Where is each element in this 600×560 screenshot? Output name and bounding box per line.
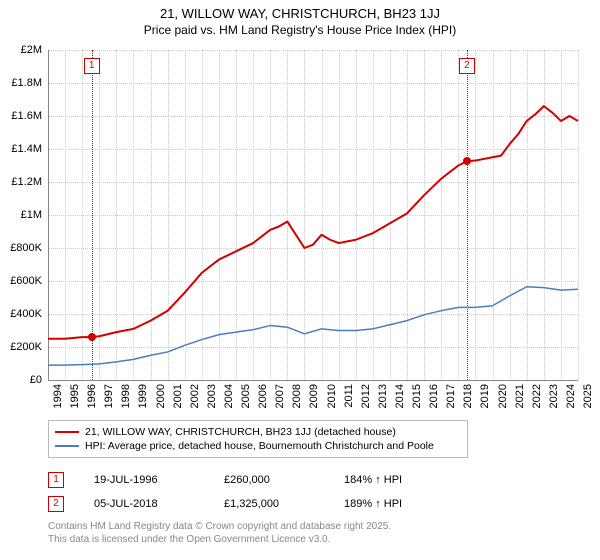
x-tick-label: 2023	[548, 384, 560, 408]
x-tick-label: 2000	[155, 384, 167, 408]
chart-area: 12 £0£200K£400K£600K£800K£1M£1.2M£1.4M£1…	[48, 50, 578, 380]
license-line1: Contains HM Land Registry data © Crown c…	[48, 520, 391, 533]
y-tick-label: £200K	[2, 341, 42, 353]
y-tick-label: £1.6M	[2, 110, 42, 122]
chart-subtitle: Price paid vs. HM Land Registry's House …	[0, 23, 600, 37]
x-tick-label: 2004	[223, 384, 235, 408]
series-property	[48, 106, 578, 339]
x-tick-label: 2006	[257, 384, 269, 408]
x-tick-label: 2007	[274, 384, 286, 408]
sale-row-marker: 1	[48, 472, 64, 488]
x-tick-label: 2008	[291, 384, 303, 408]
legend: 21, WILLOW WAY, CHRISTCHURCH, BH23 1JJ (…	[48, 420, 468, 458]
y-tick-label: £1M	[2, 209, 42, 221]
y-tick-label: £0	[2, 374, 42, 386]
x-tick-label: 2016	[428, 384, 440, 408]
legend-label: 21, WILLOW WAY, CHRISTCHURCH, BH23 1JJ (…	[85, 426, 396, 438]
grid-line-v	[578, 50, 579, 380]
plot-area: 12	[48, 50, 578, 380]
y-tick-label: £800K	[2, 242, 42, 254]
sale-row-price: £260,000	[224, 474, 314, 486]
x-tick-label: 2025	[582, 384, 594, 408]
line-overlay	[48, 50, 578, 380]
sale-marker-dot	[88, 333, 96, 341]
sale-marker-box: 2	[459, 58, 475, 74]
x-tick-label: 2019	[479, 384, 491, 408]
x-tick-label: 2001	[172, 384, 184, 408]
x-tick-label: 2017	[445, 384, 457, 408]
x-tick-label: 2021	[514, 384, 526, 408]
x-tick-label: 2010	[326, 384, 338, 408]
x-tick-label: 2003	[206, 384, 218, 408]
series-hpi	[48, 287, 578, 365]
legend-row: 21, WILLOW WAY, CHRISTCHURCH, BH23 1JJ (…	[55, 425, 461, 439]
x-tick-label: 2024	[565, 384, 577, 408]
x-tick-label: 1998	[120, 384, 132, 408]
sale-row-date: 19-JUL-1996	[94, 474, 194, 486]
license-line2: This data is licensed under the Open Gov…	[48, 533, 391, 546]
sale-row-hpi: 189% ↑ HPI	[344, 498, 434, 510]
y-tick-label: £1.4M	[2, 143, 42, 155]
sale-marker-box: 1	[84, 58, 100, 74]
legend-row: HPI: Average price, detached house, Bour…	[55, 439, 461, 453]
x-tick-label: 1994	[52, 384, 64, 408]
sale-row: 2 05-JUL-2018 £1,325,000 189% ↑ HPI	[48, 492, 434, 516]
x-tick-label: 1997	[103, 384, 115, 408]
x-tick-label: 2009	[308, 384, 320, 408]
y-tick-label: £600K	[2, 275, 42, 287]
sale-row: 1 19-JUL-1996 £260,000 184% ↑ HPI	[48, 468, 434, 492]
legend-swatch	[55, 445, 79, 447]
x-tick-label: 2020	[497, 384, 509, 408]
x-tick-label: 2022	[531, 384, 543, 408]
x-tick-label: 2013	[377, 384, 389, 408]
y-tick-label: £2M	[2, 44, 42, 56]
y-tick-label: £1.8M	[2, 77, 42, 89]
x-tick-label: 2012	[360, 384, 372, 408]
x-tick-label: 1995	[69, 384, 81, 408]
sale-records: 1 19-JUL-1996 £260,000 184% ↑ HPI 2 05-JUL-20…	[48, 468, 434, 516]
x-tick-label: 2011	[343, 384, 355, 408]
sale-row-price: £1,325,000	[224, 498, 314, 510]
x-tick-label: 2018	[462, 384, 474, 408]
x-tick-label: 2015	[411, 384, 423, 408]
chart-title: 21, WILLOW WAY, CHRISTCHURCH, BH23 1JJ	[0, 6, 600, 21]
x-tick-label: 2014	[394, 384, 406, 408]
y-tick-label: £1.2M	[2, 176, 42, 188]
y-tick-label: £400K	[2, 308, 42, 320]
legend-swatch	[55, 431, 79, 433]
license-text: Contains HM Land Registry data © Crown c…	[48, 520, 391, 546]
x-axis-line	[48, 380, 578, 381]
legend-label: HPI: Average price, detached house, Bour…	[85, 440, 434, 452]
sale-row-marker: 2	[48, 496, 64, 512]
x-tick-label: 2005	[240, 384, 252, 408]
title-block: 21, WILLOW WAY, CHRISTCHURCH, BH23 1JJ P…	[0, 0, 600, 37]
sale-row-date: 05-JUL-2018	[94, 498, 194, 510]
x-tick-label: 1996	[86, 384, 98, 408]
sale-marker-dot	[463, 157, 471, 165]
chart-container: 21, WILLOW WAY, CHRISTCHURCH, BH23 1JJ P…	[0, 0, 600, 560]
x-tick-label: 1999	[137, 384, 149, 408]
x-tick-label: 2002	[189, 384, 201, 408]
sale-row-hpi: 184% ↑ HPI	[344, 474, 434, 486]
